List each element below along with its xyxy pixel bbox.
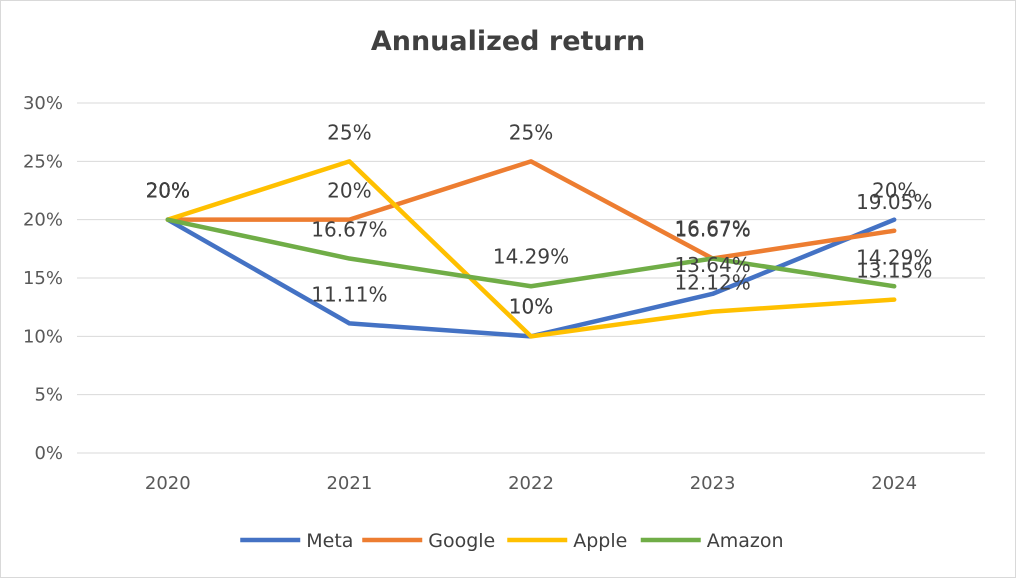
series-lines (165, 159, 897, 339)
data-label-apple: 12.12% (674, 271, 750, 295)
data-label-apple: 10% (509, 294, 553, 318)
legend-label-meta: Meta (306, 530, 353, 552)
x-tick-label: 2022 (508, 473, 554, 494)
series-line-apple (165, 159, 897, 339)
data-label-meta: 20% (872, 179, 916, 203)
data-label-amazon: 20% (146, 179, 190, 203)
data-label-meta: 11.11% (311, 282, 387, 306)
data-label-amazon: 16.67% (674, 218, 750, 242)
data-label-meta: 10% (509, 294, 553, 318)
y-tick-label: 25% (23, 151, 63, 172)
data-label-google: 19.05% (856, 190, 932, 214)
y-tick-label: 0% (34, 443, 63, 464)
series-line-google (165, 159, 897, 261)
x-tick-label: 2024 (871, 473, 917, 494)
data-label-google: 16.67% (674, 217, 750, 241)
legend-label-amazon: Amazon (707, 530, 784, 552)
data-label-apple: 25% (327, 120, 371, 144)
data-labels: 20%11.11% 10%13.64%20%20% 20%25%16.67%19.0… (146, 120, 933, 318)
x-tick-label: 2021 (326, 473, 372, 494)
data-label-meta: 20% (146, 179, 190, 203)
y-tick-label: 5% (34, 385, 63, 406)
chart-title: Annualized return (370, 26, 646, 57)
y-tick-label: 20% (23, 210, 63, 231)
legend: Meta Google Apple Amazon (240, 530, 784, 552)
data-label-apple: 20% (146, 179, 190, 203)
y-axis-tick-labels: 0% 5% 10% 15% 20% 25% 30% (23, 93, 63, 464)
legend-label-apple: Apple (573, 530, 627, 552)
data-label-amazon: 14.29% (856, 245, 932, 269)
data-label-amazon: 16.67% (311, 218, 387, 242)
data-label-google: 25% (509, 120, 553, 144)
x-tick-label: 2020 (145, 473, 191, 494)
data-label-google: 20% (146, 179, 190, 203)
data-label-google: 20% (327, 179, 371, 203)
x-tick-label: 2023 (690, 473, 736, 494)
y-tick-label: 10% (23, 326, 63, 347)
data-label-apple: 13.15% (856, 259, 932, 283)
series-line-amazon (165, 217, 897, 289)
y-tick-label: 30% (23, 93, 63, 114)
y-tick-label: 15% (23, 268, 63, 289)
legend-label-google: Google (428, 530, 495, 552)
data-label-amazon: 14.29% (493, 244, 569, 268)
data-label-meta: 13.64% (674, 253, 750, 277)
x-axis-tick-labels: 2020 2021 2022 2023 2024 (145, 473, 917, 494)
